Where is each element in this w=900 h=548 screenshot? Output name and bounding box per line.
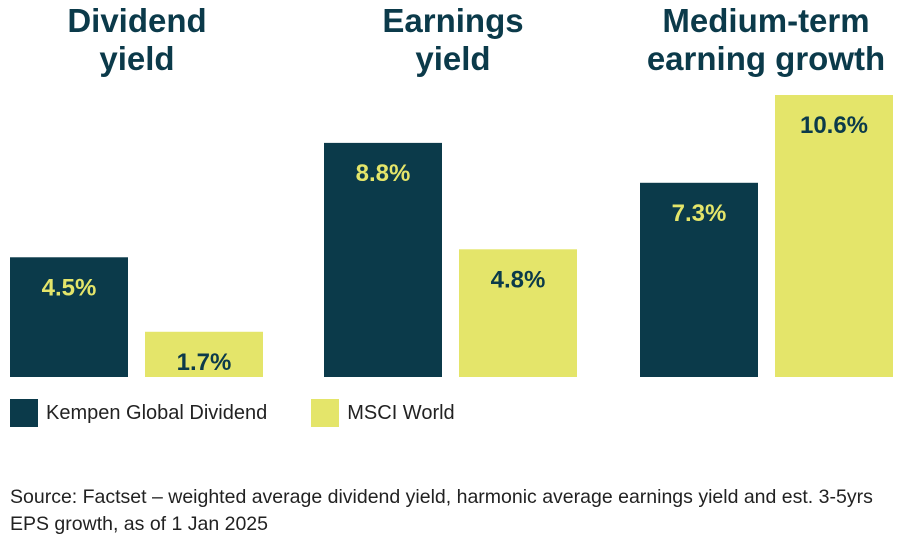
bar-msci-0 <box>145 331 263 377</box>
legend-label-kempen: Kempen Global Dividend <box>46 401 268 424</box>
bar-msci-2 <box>775 95 893 377</box>
group-title-line: earning growth <box>646 40 886 77</box>
bar-chart: 4.5% 1.7% 8.8% 4.8% 7.3% 10.6% <box>10 95 893 377</box>
group-title-2: Medium-term earning growth <box>626 2 900 78</box>
data-label-kempen-2: 7.3% <box>672 200 727 227</box>
bar-kempen-1 <box>324 142 442 377</box>
legend-swatch-kempen <box>10 399 38 427</box>
group-title-line: Dividend <box>67 2 207 39</box>
legend-item-kempen: Kempen Global Dividend <box>10 399 267 427</box>
data-label-kempen-1: 8.8% <box>356 160 411 187</box>
legend-swatch-msci <box>311 399 340 427</box>
group-title-1: Earnings yield <box>323 2 583 78</box>
group-title-line: yield <box>415 40 491 77</box>
data-label-msci-2: 10.6% <box>800 112 868 139</box>
source-note: Source: Factset – weighted average divid… <box>10 486 873 535</box>
data-label-msci-0: 1.7% <box>177 349 232 376</box>
bar-msci-1 <box>459 249 577 377</box>
group-title-0: Dividend yield <box>7 2 267 78</box>
data-label-kempen-0: 4.5% <box>42 274 97 301</box>
legend-label-msci: MSCI World <box>347 401 455 424</box>
legend: Kempen Global Dividend MSCI World <box>10 398 499 428</box>
group-title-line: Earnings <box>382 2 524 39</box>
bar-kempen-2 <box>640 182 758 377</box>
group-title-line: yield <box>99 40 175 77</box>
legend-item-msci: MSCI World <box>311 399 455 427</box>
data-label-msci-1: 4.8% <box>491 266 546 293</box>
group-title-line: Medium-term <box>662 2 870 39</box>
bar-kempen-0 <box>10 257 128 377</box>
